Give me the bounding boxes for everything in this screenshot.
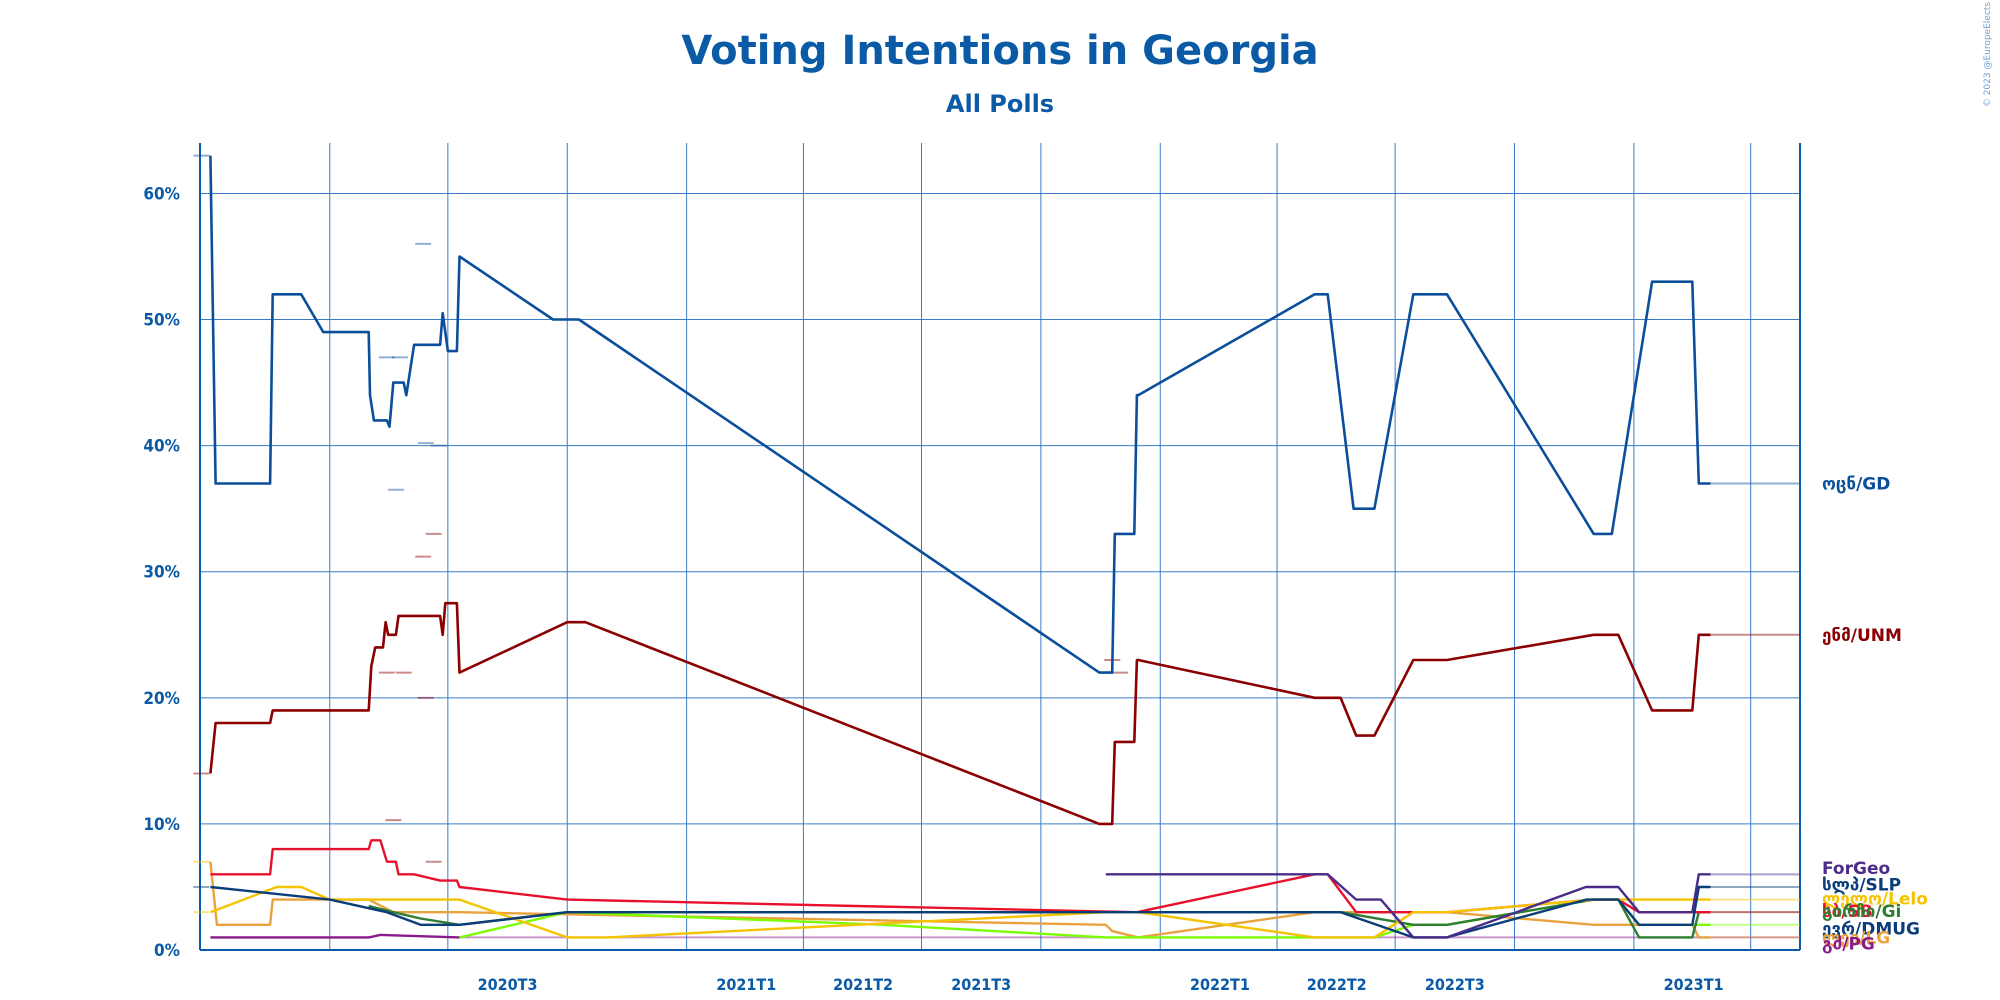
x-tick-label: 2021T3 xyxy=(951,975,1011,994)
series-end-label: გძ/PG xyxy=(1822,935,1875,955)
series-end-label: გირჩი/Gi xyxy=(1822,902,1901,922)
series-end-label: ოცნ/GD xyxy=(1822,474,1890,494)
series-line xyxy=(1105,873,1711,939)
chart-title: Voting Intentions in Georgia xyxy=(681,28,1318,74)
y-tick-label: 60% xyxy=(143,184,180,204)
y-tick-label: 30% xyxy=(143,563,180,583)
y-tick-label: 50% xyxy=(143,311,180,331)
x-tick-labels: 2020T3 2021T1 2021T2 2021T3 2022T1 2022T2 2022… xyxy=(478,975,1724,994)
y-tick-labels: 0% 10% 20% 30% 40% 50% 60% xyxy=(143,184,180,961)
series-end-label: ლელო/Lelo xyxy=(1822,889,1928,909)
x-tick-label: 2020T3 xyxy=(478,975,538,994)
series-end-label: სლპ/SLP xyxy=(1822,875,1901,895)
series-end-label: ევრ/DMUG xyxy=(1822,920,1920,940)
series-end-label: ენმ/UNM xyxy=(1822,626,1902,646)
poll-scatter-marks xyxy=(193,154,1129,914)
x-tick-label: 2022T2 xyxy=(1307,975,1367,994)
y-tick-label: 10% xyxy=(143,815,180,835)
series-end-label: სბ/SB xyxy=(1822,902,1873,922)
chart-subtitle: All Polls xyxy=(946,90,1054,118)
series-end-label: ლეი/LG xyxy=(1822,928,1890,948)
series-lines xyxy=(209,155,1800,939)
axes xyxy=(199,143,1801,951)
y-tick-label: 20% xyxy=(143,689,180,709)
series-line xyxy=(368,898,1711,939)
y-tick-label: 0% xyxy=(154,941,180,961)
y-tick-label: 40% xyxy=(143,437,180,457)
x-tick-label: 2021T2 xyxy=(833,975,893,994)
x-tick-label: 2021T1 xyxy=(716,975,776,994)
series-end-label: ForGeo xyxy=(1822,859,1890,879)
x-tick-label: 2022T3 xyxy=(1425,975,1485,994)
grid-lines xyxy=(200,143,1800,951)
series-line xyxy=(209,155,1711,674)
chart-credit: © 2023 @EuropeElects xyxy=(1983,2,1993,107)
x-tick-label: 2022T1 xyxy=(1190,975,1250,994)
series-end-labels: ოცნ/GD ენმ/UNM ForGeoსლპ/SLPლელო/Leloსბ/SB… xyxy=(1822,474,1928,954)
x-tick-label: 2023T1 xyxy=(1664,975,1724,994)
series-line xyxy=(210,839,1711,914)
series-line xyxy=(210,933,460,939)
series-line xyxy=(209,601,1711,826)
